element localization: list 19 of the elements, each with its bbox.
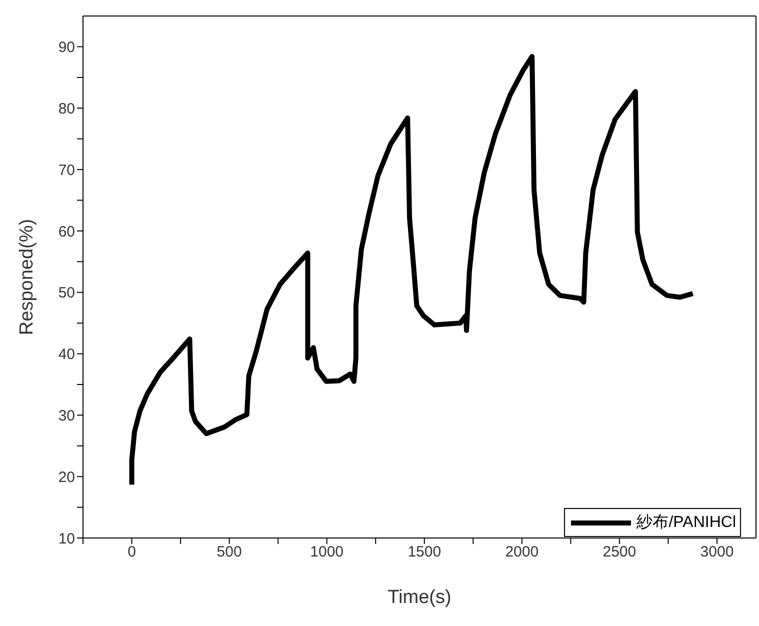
x-tick-label: 2000	[505, 544, 539, 561]
x-axis-title: Time(s)	[388, 587, 452, 608]
y-tick-label: 10	[58, 530, 75, 548]
y-tick-label: 90	[58, 39, 75, 56]
y-tick-label: 50	[58, 284, 75, 302]
y-tick-label: 80	[58, 100, 75, 118]
x-tick-label: 1000	[310, 544, 344, 561]
x-tick-label: 1500	[408, 544, 442, 561]
x-tick-label: 500	[216, 544, 242, 561]
y-tick-label: 40	[58, 346, 75, 364]
y-tick-label: 20	[58, 468, 75, 486]
y-tick-label: 60	[58, 223, 75, 240]
x-tick-label: 2500	[602, 544, 636, 561]
y-tick-label: 70	[58, 162, 75, 179]
y-axis-title: Responed(%)	[16, 218, 38, 336]
legend-label: 紗布/PANIHCl	[636, 513, 736, 533]
x-tick-label: 0	[128, 544, 136, 561]
y-tick-label: 30	[58, 408, 75, 424]
x-tick-label: 3000	[700, 544, 734, 561]
